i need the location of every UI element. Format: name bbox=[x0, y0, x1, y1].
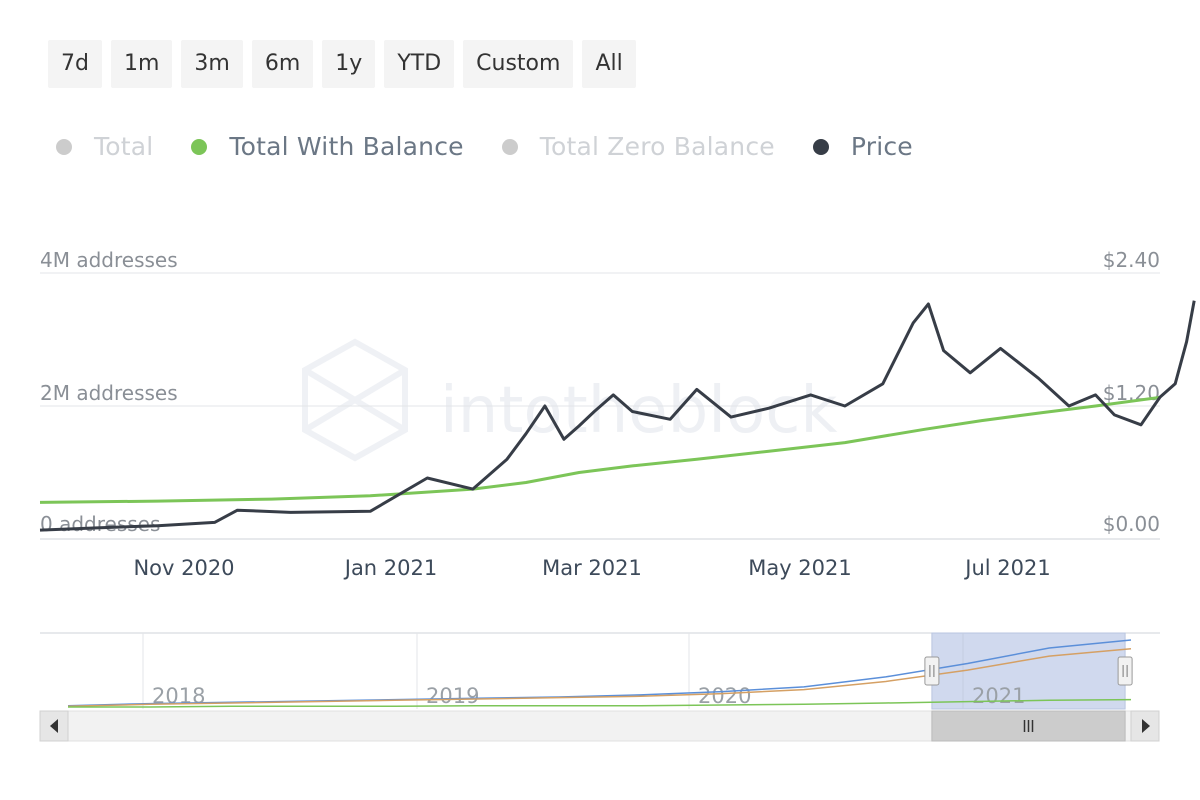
watermark-text: intotheblock bbox=[440, 374, 837, 448]
legend-dot-icon bbox=[191, 138, 208, 155]
series-line-price bbox=[39, 300, 1196, 532]
navigator-series-line bbox=[67, 647, 1132, 708]
grip-icon bbox=[1023, 720, 1034, 732]
legend-item-total-zero-balance[interactable]: Total Zero Balance bbox=[501, 132, 775, 161]
legend-label: Total With Balance bbox=[229, 132, 464, 161]
watermark: intotheblock bbox=[302, 338, 837, 462]
navigator-left-handle[interactable] bbox=[924, 656, 940, 686]
series-line-total-with-balance bbox=[39, 395, 1161, 504]
range-button-1y[interactable]: 1y bbox=[322, 40, 376, 88]
x-tick-label: Nov 2020 bbox=[133, 556, 234, 580]
y-right-tick-label: $0.00 bbox=[1103, 512, 1160, 536]
navigator-year-label: 2020 bbox=[698, 684, 751, 708]
range-button-3m[interactable]: 3m bbox=[181, 40, 243, 88]
arrow-left-icon bbox=[50, 719, 58, 733]
y-right-tick-label: $2.40 bbox=[1103, 248, 1160, 272]
x-tick-label: Jan 2021 bbox=[343, 556, 438, 580]
arrow-right-icon bbox=[1142, 719, 1150, 733]
navigator-year-label: 2021 bbox=[972, 684, 1025, 708]
navigator-year-label: 2019 bbox=[426, 684, 479, 708]
legend-label: Total Zero Balance bbox=[539, 132, 775, 161]
x-tick-label: Mar 2021 bbox=[542, 556, 642, 580]
scrollbar[interactable] bbox=[39, 710, 1160, 742]
x-tick-label: May 2021 bbox=[748, 556, 852, 580]
legend-dot-icon bbox=[501, 138, 518, 155]
legend: Total Total With Balance Total Zero Bala… bbox=[56, 132, 951, 161]
y-left-tick-label: 2M addresses bbox=[40, 381, 178, 405]
legend-label: Price bbox=[850, 132, 913, 161]
watermark-logo-icon bbox=[302, 338, 408, 462]
range-button-6m[interactable]: 6m bbox=[251, 40, 314, 88]
legend-dot-icon bbox=[56, 138, 72, 155]
range-button-7d[interactable]: 7d bbox=[48, 40, 102, 88]
navigator[interactable]: 2018 2019 2020 2021 bbox=[40, 632, 1160, 710]
legend-label: Total bbox=[94, 132, 154, 161]
navigator-series-line bbox=[68, 698, 1132, 708]
range-button-all[interactable]: All bbox=[582, 40, 636, 88]
y-left-tick-label: 4M addresses bbox=[40, 248, 178, 272]
x-tick-label: Jul 2021 bbox=[963, 556, 1050, 580]
legend-item-total-with-balance[interactable]: Total With Balance bbox=[191, 132, 464, 161]
range-button-1m[interactable]: 1m bbox=[110, 40, 173, 88]
legend-item-price[interactable]: Price bbox=[812, 132, 913, 161]
navigator-right-handle[interactable] bbox=[1117, 656, 1133, 686]
range-selector: 7d 1m 3m 6m 1y YTD Custom All bbox=[48, 40, 636, 88]
y-left-tick-label: 0 addresses bbox=[40, 512, 160, 536]
legend-item-total[interactable]: Total bbox=[56, 132, 153, 161]
range-button-custom[interactable]: Custom bbox=[463, 40, 574, 88]
legend-dot-icon bbox=[812, 138, 829, 155]
range-button-ytd[interactable]: YTD bbox=[384, 40, 455, 88]
